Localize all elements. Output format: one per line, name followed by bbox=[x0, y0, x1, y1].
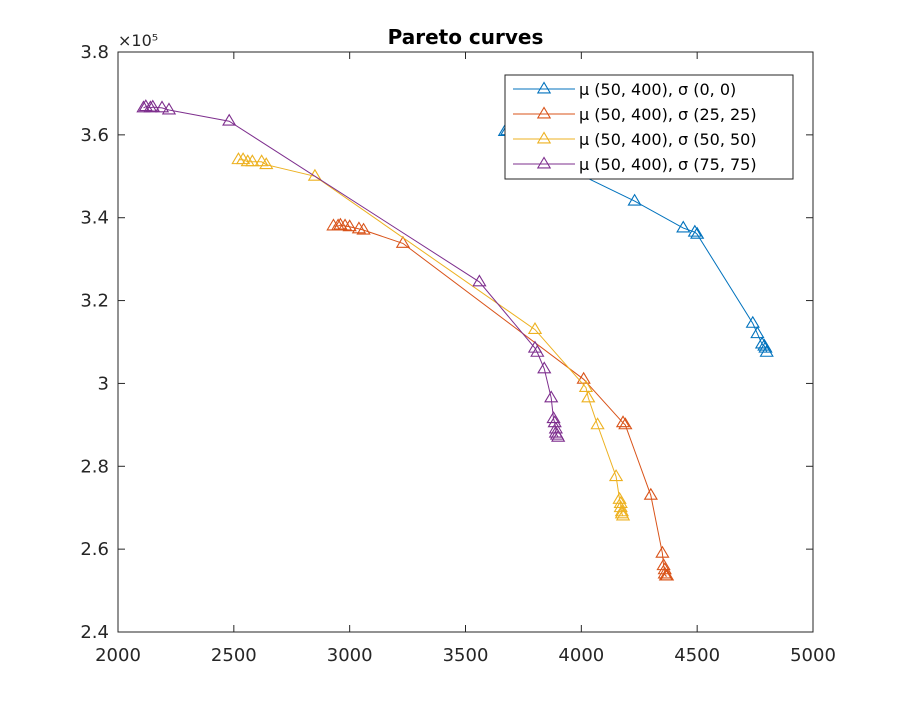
series-4-point-11 bbox=[537, 361, 552, 374]
series-4-point-6 bbox=[161, 102, 177, 115]
x-tick-label: 3000 bbox=[327, 645, 373, 666]
series-4-point-5 bbox=[154, 100, 170, 113]
y-tick-label: 3.6 bbox=[80, 125, 109, 146]
series-2-point-8 bbox=[395, 235, 411, 248]
x-tick-label: 4000 bbox=[558, 645, 604, 666]
series-4-point-15 bbox=[548, 421, 563, 434]
series-4-point-14 bbox=[547, 415, 562, 428]
chart-title: Pareto curves bbox=[388, 25, 544, 49]
y-exponent-label: ×10⁵ bbox=[118, 31, 158, 50]
series-2-point-4 bbox=[337, 218, 353, 231]
series-4-point-12 bbox=[544, 390, 559, 403]
series-2-point-13 bbox=[655, 545, 670, 558]
x-tick-label: 5000 bbox=[790, 645, 836, 666]
series-1-point-9 bbox=[690, 226, 705, 239]
legend-label: μ (50, 400), σ (0, 0) bbox=[579, 80, 736, 99]
y-tick-label: 2.6 bbox=[80, 539, 109, 560]
series-1-point-8 bbox=[687, 224, 702, 237]
y-tick-label: 3 bbox=[98, 373, 109, 394]
legend-swatch-marker bbox=[536, 106, 552, 119]
legend-item-1[interactable]: μ (50, 400), σ (0, 0) bbox=[513, 80, 736, 99]
legend[interactable]: μ (50, 400), σ (0, 0) μ (50, 400), σ (25,… bbox=[504, 74, 794, 180]
series-1-point-14 bbox=[758, 340, 773, 353]
series-1-point-11 bbox=[750, 326, 765, 339]
series-2-point-6 bbox=[351, 221, 367, 234]
series-3 bbox=[231, 152, 631, 521]
series-2-point-11 bbox=[618, 417, 633, 430]
y-tick-label: 2.4 bbox=[80, 622, 109, 643]
series-2-point-9 bbox=[576, 371, 591, 384]
x-tick-label: 3500 bbox=[443, 645, 489, 666]
axes-layer: 2000 2500 3000 3500 4000 4500 5000 2.4 2.6 2.8 3 3.… bbox=[80, 42, 836, 666]
x-tick-label: 4500 bbox=[674, 645, 720, 666]
series-4-point-3 bbox=[143, 100, 158, 113]
series-2-point-18 bbox=[659, 568, 675, 581]
y-tick-label: 2.8 bbox=[80, 456, 109, 477]
series-4-point-8 bbox=[472, 274, 487, 287]
x-tick-label: 2000 bbox=[95, 645, 141, 666]
series-2 bbox=[326, 217, 675, 581]
series-2-point-5 bbox=[342, 219, 357, 232]
series-4-point-4 bbox=[145, 99, 160, 112]
series-1-point-15 bbox=[759, 344, 774, 357]
y-tick-label: 3.2 bbox=[80, 291, 109, 312]
series-2-point-10 bbox=[615, 415, 631, 428]
series-3-point-12 bbox=[608, 469, 624, 482]
series-3-point-8 bbox=[527, 321, 543, 335]
legend-swatch-marker bbox=[536, 81, 552, 94]
series-3-point-4 bbox=[245, 154, 260, 167]
series-4-point-10 bbox=[530, 344, 545, 357]
series-4 bbox=[136, 99, 566, 442]
series-2-point-12 bbox=[643, 487, 658, 500]
y-tick-label: 3.8 bbox=[80, 42, 109, 63]
series-3-point-16 bbox=[614, 504, 630, 517]
legend-item-2[interactable]: μ (50, 400), σ (25, 25) bbox=[513, 105, 757, 124]
series-1-point-6 bbox=[627, 193, 642, 206]
x-tick-label: 2500 bbox=[211, 645, 257, 666]
legend-label: μ (50, 400), σ (75, 75) bbox=[579, 155, 757, 174]
series-2-point-2 bbox=[330, 218, 346, 231]
legend-box bbox=[504, 74, 794, 180]
series-3-point-10 bbox=[581, 390, 596, 403]
legend-label: μ (50, 400), σ (50, 50) bbox=[579, 130, 757, 149]
series-4-point-18 bbox=[551, 429, 566, 442]
series-3-point-6 bbox=[259, 157, 274, 170]
series-1-point-10 bbox=[745, 315, 760, 328]
y-tick-label: 3.4 bbox=[80, 208, 109, 229]
series-2-point-7 bbox=[356, 222, 371, 235]
series-4-point-13 bbox=[546, 411, 561, 424]
series-3-point-11 bbox=[590, 417, 605, 430]
series-3-point-9 bbox=[578, 379, 594, 393]
series-4-point-2 bbox=[138, 99, 153, 112]
series-1-point-7 bbox=[676, 220, 691, 233]
series-4-point-7 bbox=[222, 113, 237, 126]
series-3-point-15 bbox=[613, 500, 628, 513]
legend-swatch-marker bbox=[536, 131, 552, 144]
series-3-point-7 bbox=[307, 168, 323, 181]
series-2-point-3 bbox=[333, 217, 348, 230]
series-3-point-18 bbox=[615, 508, 631, 521]
legend-item-3[interactable]: μ (50, 400), σ (50, 50) bbox=[513, 130, 757, 149]
legend-label: μ (50, 400), σ (25, 25) bbox=[579, 105, 757, 124]
series-4-point-1 bbox=[136, 100, 151, 113]
legend-swatch-marker bbox=[536, 156, 552, 169]
legend-item-4[interactable]: μ (50, 400), σ (75, 75) bbox=[513, 155, 757, 174]
